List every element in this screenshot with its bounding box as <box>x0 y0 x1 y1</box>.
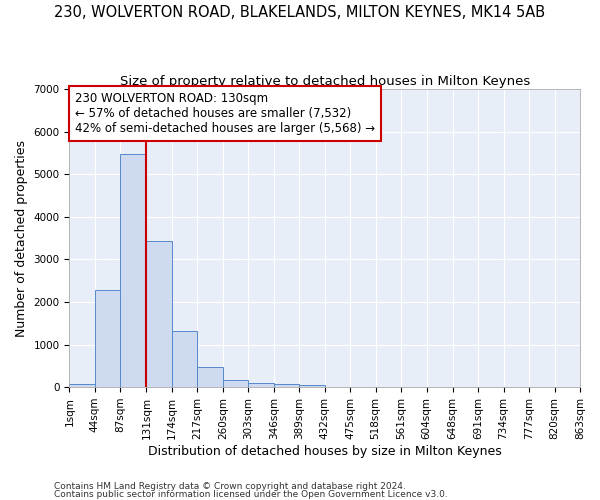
Bar <box>95 290 121 387</box>
Bar <box>70 384 95 387</box>
Bar <box>146 240 172 387</box>
Bar <box>299 385 325 387</box>
Title: Size of property relative to detached houses in Milton Keynes: Size of property relative to detached ho… <box>119 75 530 88</box>
Y-axis label: Number of detached properties: Number of detached properties <box>15 140 28 336</box>
Text: Contains HM Land Registry data © Crown copyright and database right 2024.: Contains HM Land Registry data © Crown c… <box>54 482 406 491</box>
X-axis label: Distribution of detached houses by size in Milton Keynes: Distribution of detached houses by size … <box>148 444 502 458</box>
Text: Contains public sector information licensed under the Open Government Licence v3: Contains public sector information licen… <box>54 490 448 499</box>
Bar <box>223 380 248 387</box>
Bar <box>172 332 197 387</box>
Bar <box>197 367 223 387</box>
Text: 230 WOLVERTON ROAD: 130sqm
← 57% of detached houses are smaller (7,532)
42% of s: 230 WOLVERTON ROAD: 130sqm ← 57% of deta… <box>74 92 374 135</box>
Text: 230, WOLVERTON ROAD, BLAKELANDS, MILTON KEYNES, MK14 5AB: 230, WOLVERTON ROAD, BLAKELANDS, MILTON … <box>55 5 545 20</box>
Bar <box>248 382 274 387</box>
Bar <box>121 154 146 387</box>
Bar <box>274 384 299 387</box>
